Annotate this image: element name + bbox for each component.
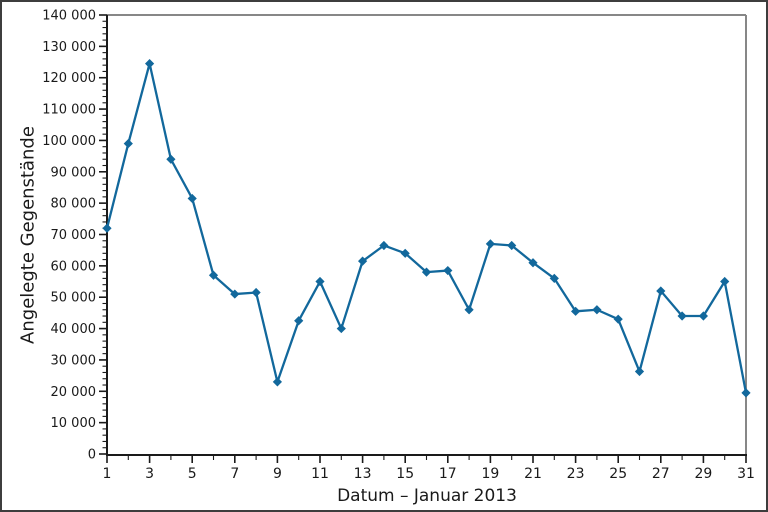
data-point-marker — [421, 267, 432, 277]
data-point-marker — [187, 193, 197, 204]
data-point-marker — [720, 276, 730, 287]
data-point-marker — [208, 270, 219, 280]
y-tick-label: 70 000 — [51, 228, 97, 243]
y-axis-ticks: 0 10 000 20 000 30 000 40 000 50 000 60 000 70 … — [42, 9, 107, 463]
data-point-marker — [294, 316, 304, 326]
data-point-marker — [613, 314, 623, 324]
y-tick-label: 20 000 — [51, 385, 97, 400]
x-tick-label: 29 — [694, 466, 712, 482]
data-point-marker — [123, 138, 133, 149]
data-point-marker — [400, 248, 410, 258]
data-point-marker — [698, 311, 708, 321]
data-point-marker — [379, 240, 389, 251]
data-point-marker — [485, 239, 495, 249]
y-tick-label: 130 000 — [42, 40, 96, 55]
data-line — [105, 62, 748, 395]
data-point-marker — [741, 388, 751, 398]
y-tick-label: 10 000 — [51, 416, 97, 431]
data-point-marker — [443, 265, 453, 276]
data-point-marker — [507, 240, 517, 251]
x-tick-label: 27 — [652, 466, 670, 482]
x-axis-title: Datum – Januar 2013 — [337, 486, 517, 506]
x-tick-label: 11 — [311, 466, 329, 482]
data-point-marker — [272, 377, 282, 387]
data-point-marker — [571, 306, 581, 316]
x-tick-label: 23 — [567, 466, 585, 482]
plot-frame — [107, 14, 747, 455]
data-point-marker — [166, 154, 176, 164]
data-point-marker — [336, 323, 346, 334]
data-point-marker — [230, 289, 240, 299]
y-tick-label: 50 000 — [51, 291, 97, 306]
x-tick-label: 19 — [481, 466, 499, 482]
x-tick-label: 25 — [609, 466, 627, 482]
x-tick-label: 1 — [103, 466, 112, 482]
y-tick-label: 60 000 — [51, 259, 97, 274]
x-tick-label: 13 — [354, 466, 372, 482]
y-tick-label: 100 000 — [42, 134, 96, 149]
data-point-marker — [145, 59, 155, 69]
y-tick-label: 90 000 — [51, 165, 97, 180]
y-axis-title: Angelegte Gegenstände — [17, 126, 39, 344]
data-point-marker — [251, 287, 261, 298]
data-point-marker — [592, 305, 602, 315]
y-tick-label: 40 000 — [51, 322, 97, 337]
data-point-marker — [315, 276, 325, 287]
x-tick-label: 15 — [396, 466, 414, 482]
y-tick-label: 0 — [88, 448, 96, 463]
data-point-marker — [102, 223, 112, 233]
y-tick-label: 140 000 — [42, 9, 96, 24]
x-axis-ticks: 1 3 5 7 9 11 13 15 17 19 21 23 25 27 29 31 — [103, 456, 755, 482]
x-tick-label: 17 — [439, 466, 457, 482]
data-point-marker — [358, 256, 368, 266]
x-tick-label: 3 — [145, 466, 154, 482]
y-tick-label: 80 000 — [51, 197, 97, 212]
data-point-marker — [549, 273, 559, 283]
data-point-marker — [528, 258, 538, 268]
y-tick-label: 30 000 — [51, 353, 97, 368]
data-point-marker — [464, 305, 474, 315]
y-tick-label: 110 000 — [42, 103, 96, 118]
x-tick-label: 7 — [230, 466, 239, 482]
data-point-marker — [677, 311, 687, 321]
y-tick-label: 120 000 — [42, 71, 96, 86]
x-tick-label: 5 — [188, 466, 197, 482]
x-tick-label: 9 — [273, 466, 282, 482]
x-tick-label: 31 — [737, 466, 755, 482]
x-tick-label: 21 — [524, 466, 542, 482]
data-point-marker — [634, 366, 645, 377]
data-point-marker — [656, 286, 666, 296]
data-points — [102, 59, 751, 398]
